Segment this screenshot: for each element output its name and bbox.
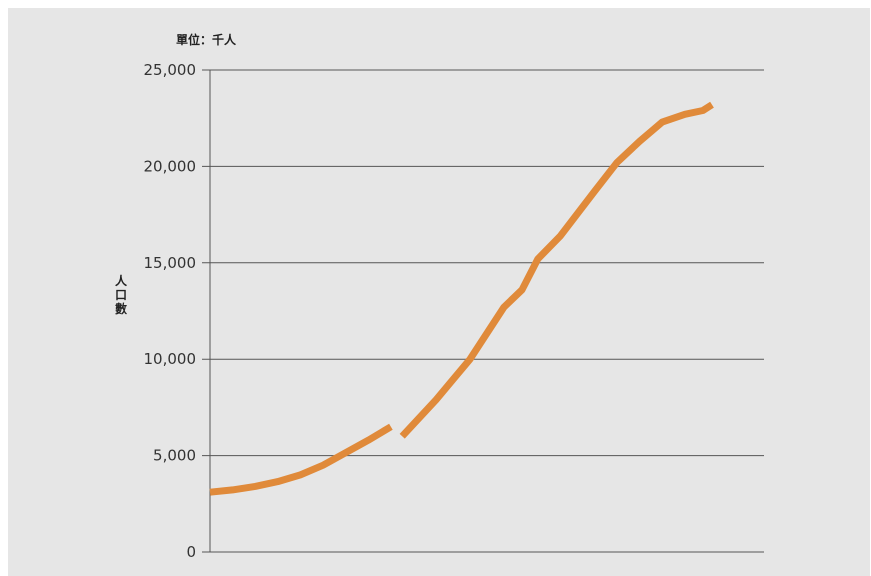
chart-panel bbox=[8, 8, 870, 576]
y-tick-label-5000: 5,000 bbox=[153, 447, 196, 465]
unit-label: 單位：千人 bbox=[176, 32, 237, 47]
y-tick-label-10000: 10,000 bbox=[144, 350, 197, 368]
series-lines bbox=[209, 101, 714, 496]
y-tick-label-15000: 15,000 bbox=[144, 254, 197, 272]
y-tick-label-20000: 20,000 bbox=[144, 157, 197, 175]
y-tick-labels: 0 5,000 10,000 15,000 20,000 25,000 bbox=[144, 61, 197, 561]
y-axis-label-char: 數 bbox=[115, 301, 127, 316]
y-tick-label-25000: 25,000 bbox=[144, 61, 197, 79]
gridlines bbox=[202, 69, 764, 553]
y-axis-label: 人口數 bbox=[115, 273, 128, 316]
y-tick-label-0: 0 bbox=[186, 543, 196, 561]
series-line-segment-1 bbox=[209, 423, 393, 496]
series-line-segment-2 bbox=[399, 101, 714, 439]
y-axis-label-char: 人 bbox=[115, 273, 128, 288]
y-axis-label-char: 口 bbox=[115, 288, 127, 302]
